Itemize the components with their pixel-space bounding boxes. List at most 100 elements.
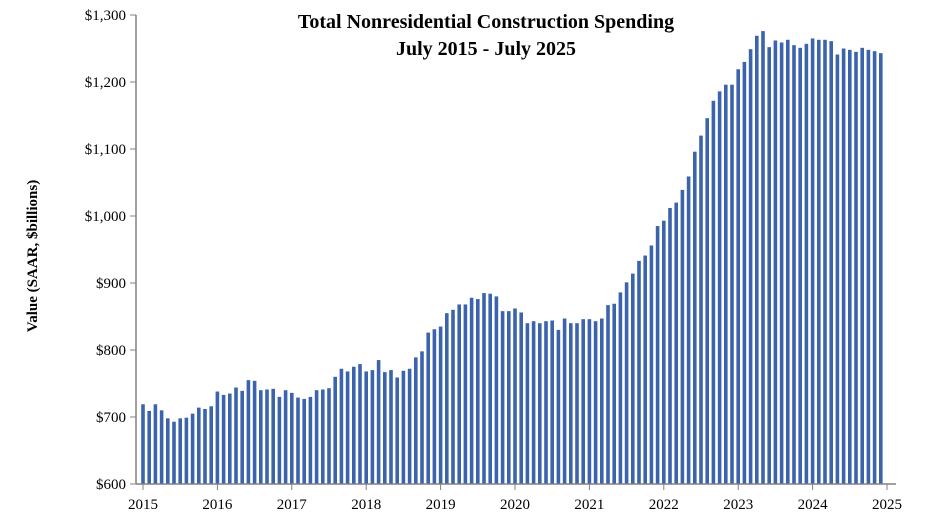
bar — [575, 323, 579, 484]
bar — [841, 48, 846, 484]
bar — [488, 293, 492, 484]
bar — [507, 311, 511, 484]
bar — [383, 372, 387, 484]
bar — [581, 319, 585, 484]
bar — [662, 220, 666, 484]
bar — [761, 31, 765, 485]
x-tick-label: 2018 — [351, 497, 381, 513]
chart-title: Total Nonresidential Construction Spendi… — [298, 11, 674, 33]
bar — [445, 313, 449, 484]
bar — [172, 421, 176, 484]
bar — [494, 296, 499, 484]
bar — [742, 61, 747, 485]
y-axis-label: Value (SAAR, $billions) — [25, 180, 41, 332]
bar — [736, 69, 740, 485]
bar — [159, 410, 164, 484]
bar — [848, 49, 852, 485]
bar — [302, 398, 306, 484]
y-tick-label: $1,000 — [85, 209, 126, 225]
bar — [209, 406, 213, 484]
bar — [277, 396, 282, 484]
bar — [259, 390, 263, 484]
bar — [854, 51, 858, 484]
bar — [866, 49, 871, 485]
bar — [190, 413, 195, 484]
bar — [643, 255, 647, 484]
bar — [587, 319, 592, 484]
y-tick-label: $800 — [96, 343, 126, 359]
bar — [767, 47, 771, 484]
bar — [773, 40, 778, 485]
bar — [141, 404, 145, 484]
bar — [420, 351, 424, 484]
bar — [879, 53, 883, 484]
bar — [500, 311, 505, 484]
bar — [370, 370, 375, 484]
x-tick-label: 2021 — [574, 497, 604, 513]
bar — [271, 388, 275, 484]
bar — [810, 38, 815, 484]
bar — [395, 377, 399, 484]
bar — [829, 41, 833, 484]
bar — [407, 368, 412, 484]
bar — [364, 371, 368, 484]
x-tick-label: 2015 — [128, 497, 158, 513]
bar — [147, 410, 151, 484]
bar — [699, 135, 703, 484]
bar — [779, 42, 784, 484]
bar — [246, 380, 251, 484]
bar — [228, 393, 232, 484]
bar — [618, 292, 623, 484]
x-tick-label: 2024 — [798, 497, 829, 513]
bar — [531, 321, 536, 484]
bar — [711, 100, 716, 484]
y-tick-label: $1,300 — [85, 8, 126, 24]
bar — [321, 389, 325, 484]
bar — [265, 389, 269, 484]
bar — [438, 326, 443, 484]
bar — [314, 390, 319, 484]
bar — [432, 329, 437, 484]
bar — [234, 387, 238, 484]
bar — [755, 35, 759, 485]
bar — [674, 202, 678, 484]
x-tick-label: 2022 — [649, 497, 679, 513]
y-tick-label: $900 — [96, 276, 126, 292]
bar — [203, 408, 207, 484]
bar — [166, 418, 170, 484]
bar — [352, 366, 356, 484]
bar — [544, 321, 548, 484]
bar — [240, 390, 244, 484]
bar — [562, 318, 567, 484]
x-tick-label: 2023 — [723, 497, 753, 513]
bar — [556, 329, 561, 484]
bar — [717, 91, 722, 484]
x-tick-label: 2016 — [202, 497, 233, 513]
bar — [215, 391, 220, 484]
bar — [290, 392, 294, 484]
bar — [835, 54, 840, 484]
bar — [686, 176, 691, 484]
bar — [730, 84, 734, 485]
bar — [600, 318, 604, 484]
bar — [221, 394, 226, 484]
bar — [804, 43, 809, 485]
y-tick-label: $600 — [96, 477, 126, 493]
bar — [693, 151, 697, 484]
bar — [705, 118, 709, 485]
bar — [655, 226, 660, 485]
bar — [197, 407, 201, 484]
y-tick-label: $700 — [96, 410, 126, 426]
bar — [426, 332, 430, 484]
bar — [680, 189, 685, 484]
bar — [469, 297, 474, 484]
bar — [569, 323, 573, 484]
bar — [550, 320, 554, 484]
bar — [308, 396, 313, 484]
bar — [333, 376, 337, 484]
bar — [153, 404, 158, 484]
x-ticks: 2015 2016 2017 2018 2019 2020 2021 2022 2023 2024… — [128, 484, 902, 513]
x-tick-label: 2017 — [277, 497, 308, 513]
bar — [860, 47, 864, 485]
